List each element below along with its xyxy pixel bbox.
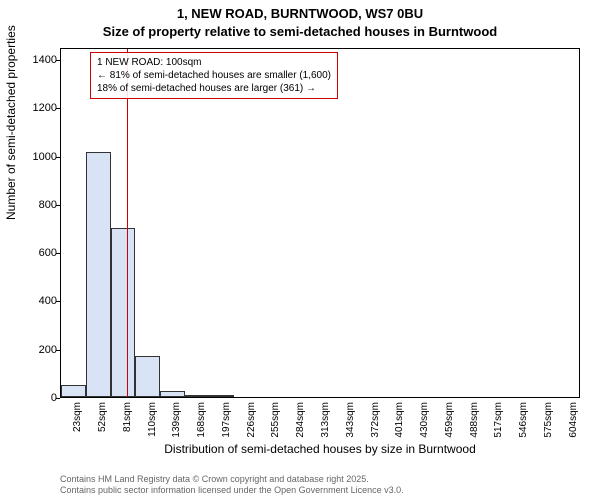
histogram-bar bbox=[111, 228, 136, 397]
x-tick-label: 197sqm bbox=[221, 402, 232, 442]
y-tick-label: 800 bbox=[39, 199, 57, 211]
histogram-bar bbox=[135, 356, 160, 397]
chart-container: 1, NEW ROAD, BURNTWOOD, WS7 0BU Size of … bbox=[0, 0, 600, 500]
footer-line-2: Contains public sector information licen… bbox=[60, 485, 404, 496]
y-tick-mark bbox=[56, 253, 60, 254]
y-tick-mark bbox=[56, 108, 60, 109]
annotation-line-1: 1 NEW ROAD: 100sqm bbox=[97, 56, 331, 69]
x-tick-label: 313sqm bbox=[320, 402, 331, 442]
histogram-bar bbox=[86, 152, 111, 397]
x-tick-label: 139sqm bbox=[171, 402, 182, 442]
x-tick-label: 575sqm bbox=[543, 402, 554, 442]
x-tick-label: 459sqm bbox=[444, 402, 455, 442]
y-tick-label: 1000 bbox=[33, 151, 57, 163]
x-tick-label: 401sqm bbox=[394, 402, 405, 442]
footer-attribution: Contains HM Land Registry data © Crown c… bbox=[60, 474, 404, 497]
x-tick-label: 168sqm bbox=[196, 402, 207, 442]
x-tick-label: 343sqm bbox=[345, 402, 356, 442]
x-tick-label: 517sqm bbox=[493, 402, 504, 442]
histogram-bar bbox=[160, 391, 185, 397]
x-tick-label: 81sqm bbox=[122, 402, 133, 442]
x-tick-label: 52sqm bbox=[97, 402, 108, 442]
x-tick-label: 23sqm bbox=[72, 402, 83, 442]
reference-line bbox=[127, 49, 128, 397]
y-tick-mark bbox=[56, 301, 60, 302]
annotation-box: 1 NEW ROAD: 100sqm← 81% of semi-detached… bbox=[90, 52, 338, 99]
y-tick-mark bbox=[56, 60, 60, 61]
y-tick-label: 400 bbox=[39, 295, 57, 307]
x-tick-label: 226sqm bbox=[246, 402, 257, 442]
y-tick-mark bbox=[56, 350, 60, 351]
footer-line-1: Contains HM Land Registry data © Crown c… bbox=[60, 474, 404, 485]
y-tick-label: 1400 bbox=[33, 54, 57, 66]
annotation-line-2: ← 81% of semi-detached houses are smalle… bbox=[97, 69, 331, 82]
annotation-line-3: 18% of semi-detached houses are larger (… bbox=[97, 82, 331, 95]
y-tick-label: 200 bbox=[39, 344, 57, 356]
x-tick-label: 488sqm bbox=[469, 402, 480, 442]
y-tick-label: 600 bbox=[39, 247, 57, 259]
x-axis-label: Distribution of semi-detached houses by … bbox=[60, 442, 580, 456]
x-tick-label: 255sqm bbox=[270, 402, 281, 442]
y-tick-mark bbox=[56, 205, 60, 206]
y-tick-mark bbox=[56, 157, 60, 158]
x-tick-label: 372sqm bbox=[370, 402, 381, 442]
y-axis-label: Number of semi-detached properties bbox=[4, 25, 18, 220]
x-tick-label: 430sqm bbox=[419, 402, 430, 442]
x-tick-label: 110sqm bbox=[147, 402, 158, 442]
x-tick-label: 604sqm bbox=[568, 402, 579, 442]
x-tick-label: 546sqm bbox=[518, 402, 529, 442]
x-tick-label: 284sqm bbox=[295, 402, 306, 442]
plot-area bbox=[60, 48, 580, 398]
histogram-bar bbox=[61, 385, 86, 397]
y-tick-mark bbox=[56, 398, 60, 399]
chart-title-main: 1, NEW ROAD, BURNTWOOD, WS7 0BU bbox=[0, 6, 600, 21]
histogram-bar bbox=[185, 395, 210, 397]
y-tick-label: 1200 bbox=[33, 102, 57, 114]
histogram-bar bbox=[210, 395, 235, 397]
chart-title-sub: Size of property relative to semi-detach… bbox=[0, 24, 600, 39]
